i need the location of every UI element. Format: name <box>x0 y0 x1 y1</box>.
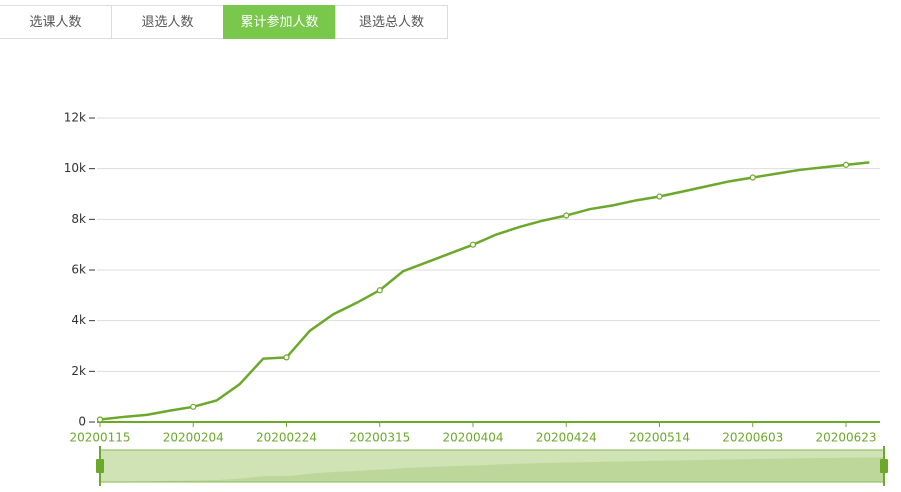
point <box>283 354 290 361</box>
zoom-handle[interactable] <box>96 459 104 473</box>
point <box>190 403 197 410</box>
tab[interactable]: 选课人数 <box>0 5 112 39</box>
tab-bar: 选课人数 退选人数 累计参加人数 退选总人数 <box>0 5 448 39</box>
tab[interactable]: 退选总人数 <box>335 5 448 39</box>
x-tick-label: 20200315 <box>349 431 410 445</box>
y-tick-label: 6k <box>71 263 86 277</box>
zoom-area <box>100 457 884 482</box>
y-tick-label: 8k <box>71 212 86 226</box>
y-tick-label: 2k <box>71 364 86 378</box>
tab[interactable]: 累计参加人数 <box>223 5 336 39</box>
x-tick-label: 20200115 <box>69 431 130 445</box>
point <box>376 287 383 294</box>
x-tick-label: 20200623 <box>815 431 876 445</box>
y-tick-label: 10k <box>64 161 86 175</box>
x-tick-label: 20200514 <box>629 431 690 445</box>
y-tick-label: 4k <box>71 313 86 327</box>
x-tick-label: 20200404 <box>442 431 503 445</box>
point <box>96 416 104 423</box>
zoom-handle[interactable] <box>880 459 888 473</box>
line <box>99 161 870 421</box>
point <box>563 212 570 219</box>
point <box>842 161 850 168</box>
x-tick-label: 20200224 <box>256 431 317 445</box>
tab[interactable]: 退选人数 <box>111 5 224 39</box>
y-tick-label: 0 <box>78 415 86 429</box>
x-tick-label: 20200603 <box>722 431 783 445</box>
point <box>749 174 756 181</box>
x-tick-label: 20200204 <box>163 431 224 445</box>
point <box>656 193 663 200</box>
y-tick-label: 12k <box>64 111 86 125</box>
x-tick-label: 20200424 <box>536 431 597 445</box>
point <box>469 241 477 248</box>
